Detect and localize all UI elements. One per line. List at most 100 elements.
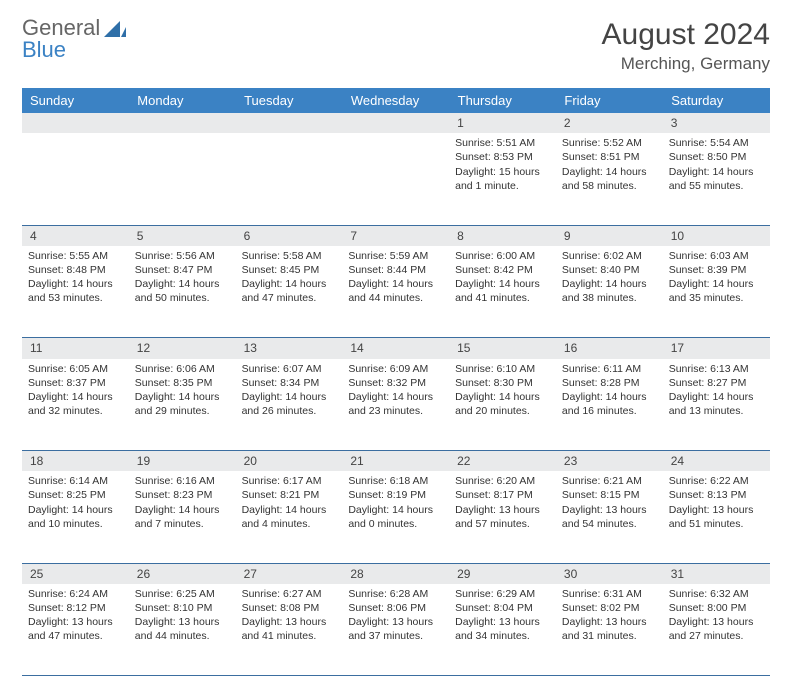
daylight-line: Daylight: 13 hours and 41 minutes.: [242, 615, 337, 643]
sunrise-line: Sunrise: 6:13 AM: [669, 362, 764, 376]
day-cell: Sunrise: 6:18 AMSunset: 8:19 PMDaylight:…: [342, 471, 449, 563]
day-cell: Sunrise: 6:32 AMSunset: 8:00 PMDaylight:…: [663, 584, 770, 676]
sunrise-line: Sunrise: 5:59 AM: [348, 249, 443, 263]
sunrise-line: Sunrise: 6:22 AM: [669, 474, 764, 488]
weekday-header: Monday: [129, 88, 236, 113]
day-cell: Sunrise: 6:28 AMSunset: 8:06 PMDaylight:…: [342, 584, 449, 676]
sunrise-line: Sunrise: 6:25 AM: [135, 587, 230, 601]
day-number: 21: [342, 451, 449, 472]
day-number: 7: [342, 225, 449, 246]
day-number-row: 18192021222324: [22, 451, 770, 472]
day-number: 11: [22, 338, 129, 359]
day-cell: Sunrise: 6:00 AMSunset: 8:42 PMDaylight:…: [449, 246, 556, 338]
sunrise-line: Sunrise: 6:32 AM: [669, 587, 764, 601]
day-number: 15: [449, 338, 556, 359]
day-number: 8: [449, 225, 556, 246]
day-cell: Sunrise: 5:54 AMSunset: 8:50 PMDaylight:…: [663, 133, 770, 225]
day-number: 25: [22, 563, 129, 584]
day-cell: Sunrise: 6:29 AMSunset: 8:04 PMDaylight:…: [449, 584, 556, 676]
weekday-header: Thursday: [449, 88, 556, 113]
day-cell: Sunrise: 5:56 AMSunset: 8:47 PMDaylight:…: [129, 246, 236, 338]
calendar-table: SundayMondayTuesdayWednesdayThursdayFrid…: [22, 88, 770, 676]
day-cell: Sunrise: 6:02 AMSunset: 8:40 PMDaylight:…: [556, 246, 663, 338]
day-number: 3: [663, 113, 770, 133]
day-number: 23: [556, 451, 663, 472]
daylight-line: Daylight: 13 hours and 54 minutes.: [562, 503, 657, 531]
sunset-line: Sunset: 8:19 PM: [348, 488, 443, 502]
sunrise-line: Sunrise: 5:51 AM: [455, 136, 550, 150]
sunset-line: Sunset: 8:42 PM: [455, 263, 550, 277]
sunset-line: Sunset: 8:28 PM: [562, 376, 657, 390]
day-number-row: 45678910: [22, 225, 770, 246]
day-content-row: Sunrise: 5:51 AMSunset: 8:53 PMDaylight:…: [22, 133, 770, 225]
sunset-line: Sunset: 8:06 PM: [348, 601, 443, 615]
day-cell: [129, 133, 236, 225]
sunset-line: Sunset: 8:12 PM: [28, 601, 123, 615]
daylight-line: Daylight: 14 hours and 26 minutes.: [242, 390, 337, 418]
brand-logo: General Blue: [22, 18, 126, 62]
sunset-line: Sunset: 8:34 PM: [242, 376, 337, 390]
day-cell: Sunrise: 5:59 AMSunset: 8:44 PMDaylight:…: [342, 246, 449, 338]
sunset-line: Sunset: 8:39 PM: [669, 263, 764, 277]
day-number: 1: [449, 113, 556, 133]
daylight-line: Daylight: 14 hours and 4 minutes.: [242, 503, 337, 531]
day-number: 12: [129, 338, 236, 359]
sunrise-line: Sunrise: 6:18 AM: [348, 474, 443, 488]
day-number: 6: [236, 225, 343, 246]
day-cell: Sunrise: 6:11 AMSunset: 8:28 PMDaylight:…: [556, 359, 663, 451]
daylight-line: Daylight: 13 hours and 27 minutes.: [669, 615, 764, 643]
sunset-line: Sunset: 8:15 PM: [562, 488, 657, 502]
sunset-line: Sunset: 8:44 PM: [348, 263, 443, 277]
sunset-line: Sunset: 8:35 PM: [135, 376, 230, 390]
day-cell: Sunrise: 6:27 AMSunset: 8:08 PMDaylight:…: [236, 584, 343, 676]
weekday-header-row: SundayMondayTuesdayWednesdayThursdayFrid…: [22, 88, 770, 113]
sunset-line: Sunset: 8:13 PM: [669, 488, 764, 502]
daylight-line: Daylight: 14 hours and 10 minutes.: [28, 503, 123, 531]
daylight-line: Daylight: 14 hours and 13 minutes.: [669, 390, 764, 418]
day-number: 27: [236, 563, 343, 584]
day-cell: Sunrise: 6:22 AMSunset: 8:13 PMDaylight:…: [663, 471, 770, 563]
day-cell: Sunrise: 6:25 AMSunset: 8:10 PMDaylight:…: [129, 584, 236, 676]
weekday-header: Wednesday: [342, 88, 449, 113]
daylight-line: Daylight: 14 hours and 44 minutes.: [348, 277, 443, 305]
day-number: 17: [663, 338, 770, 359]
daylight-line: Daylight: 13 hours and 57 minutes.: [455, 503, 550, 531]
brand-part2: Blue: [22, 37, 66, 62]
sunset-line: Sunset: 8:30 PM: [455, 376, 550, 390]
sunset-line: Sunset: 8:32 PM: [348, 376, 443, 390]
sunrise-line: Sunrise: 5:52 AM: [562, 136, 657, 150]
weekday-header: Saturday: [663, 88, 770, 113]
day-cell: Sunrise: 6:17 AMSunset: 8:21 PMDaylight:…: [236, 471, 343, 563]
sunrise-line: Sunrise: 6:24 AM: [28, 587, 123, 601]
day-number: 30: [556, 563, 663, 584]
day-cell: Sunrise: 6:13 AMSunset: 8:27 PMDaylight:…: [663, 359, 770, 451]
month-title: August 2024: [602, 18, 770, 52]
sunset-line: Sunset: 8:45 PM: [242, 263, 337, 277]
day-content-row: Sunrise: 6:14 AMSunset: 8:25 PMDaylight:…: [22, 471, 770, 563]
sunset-line: Sunset: 8:48 PM: [28, 263, 123, 277]
day-number: 18: [22, 451, 129, 472]
weekday-header: Sunday: [22, 88, 129, 113]
day-cell: Sunrise: 6:14 AMSunset: 8:25 PMDaylight:…: [22, 471, 129, 563]
day-number-row: 123: [22, 113, 770, 133]
day-number: 4: [22, 225, 129, 246]
logo-text-block: General Blue: [22, 18, 126, 62]
weekday-header: Tuesday: [236, 88, 343, 113]
sunrise-line: Sunrise: 5:54 AM: [669, 136, 764, 150]
day-number: 29: [449, 563, 556, 584]
day-cell: Sunrise: 6:31 AMSunset: 8:02 PMDaylight:…: [556, 584, 663, 676]
sunrise-line: Sunrise: 6:11 AM: [562, 362, 657, 376]
day-cell: Sunrise: 6:24 AMSunset: 8:12 PMDaylight:…: [22, 584, 129, 676]
sunrise-line: Sunrise: 6:10 AM: [455, 362, 550, 376]
day-cell: Sunrise: 6:07 AMSunset: 8:34 PMDaylight:…: [236, 359, 343, 451]
day-cell: Sunrise: 6:09 AMSunset: 8:32 PMDaylight:…: [342, 359, 449, 451]
sunrise-line: Sunrise: 6:09 AM: [348, 362, 443, 376]
day-number: [129, 113, 236, 133]
day-cell: Sunrise: 5:55 AMSunset: 8:48 PMDaylight:…: [22, 246, 129, 338]
day-number: 10: [663, 225, 770, 246]
day-number: 13: [236, 338, 343, 359]
sunrise-line: Sunrise: 6:28 AM: [348, 587, 443, 601]
day-number: 22: [449, 451, 556, 472]
day-cell: [22, 133, 129, 225]
day-number: 16: [556, 338, 663, 359]
